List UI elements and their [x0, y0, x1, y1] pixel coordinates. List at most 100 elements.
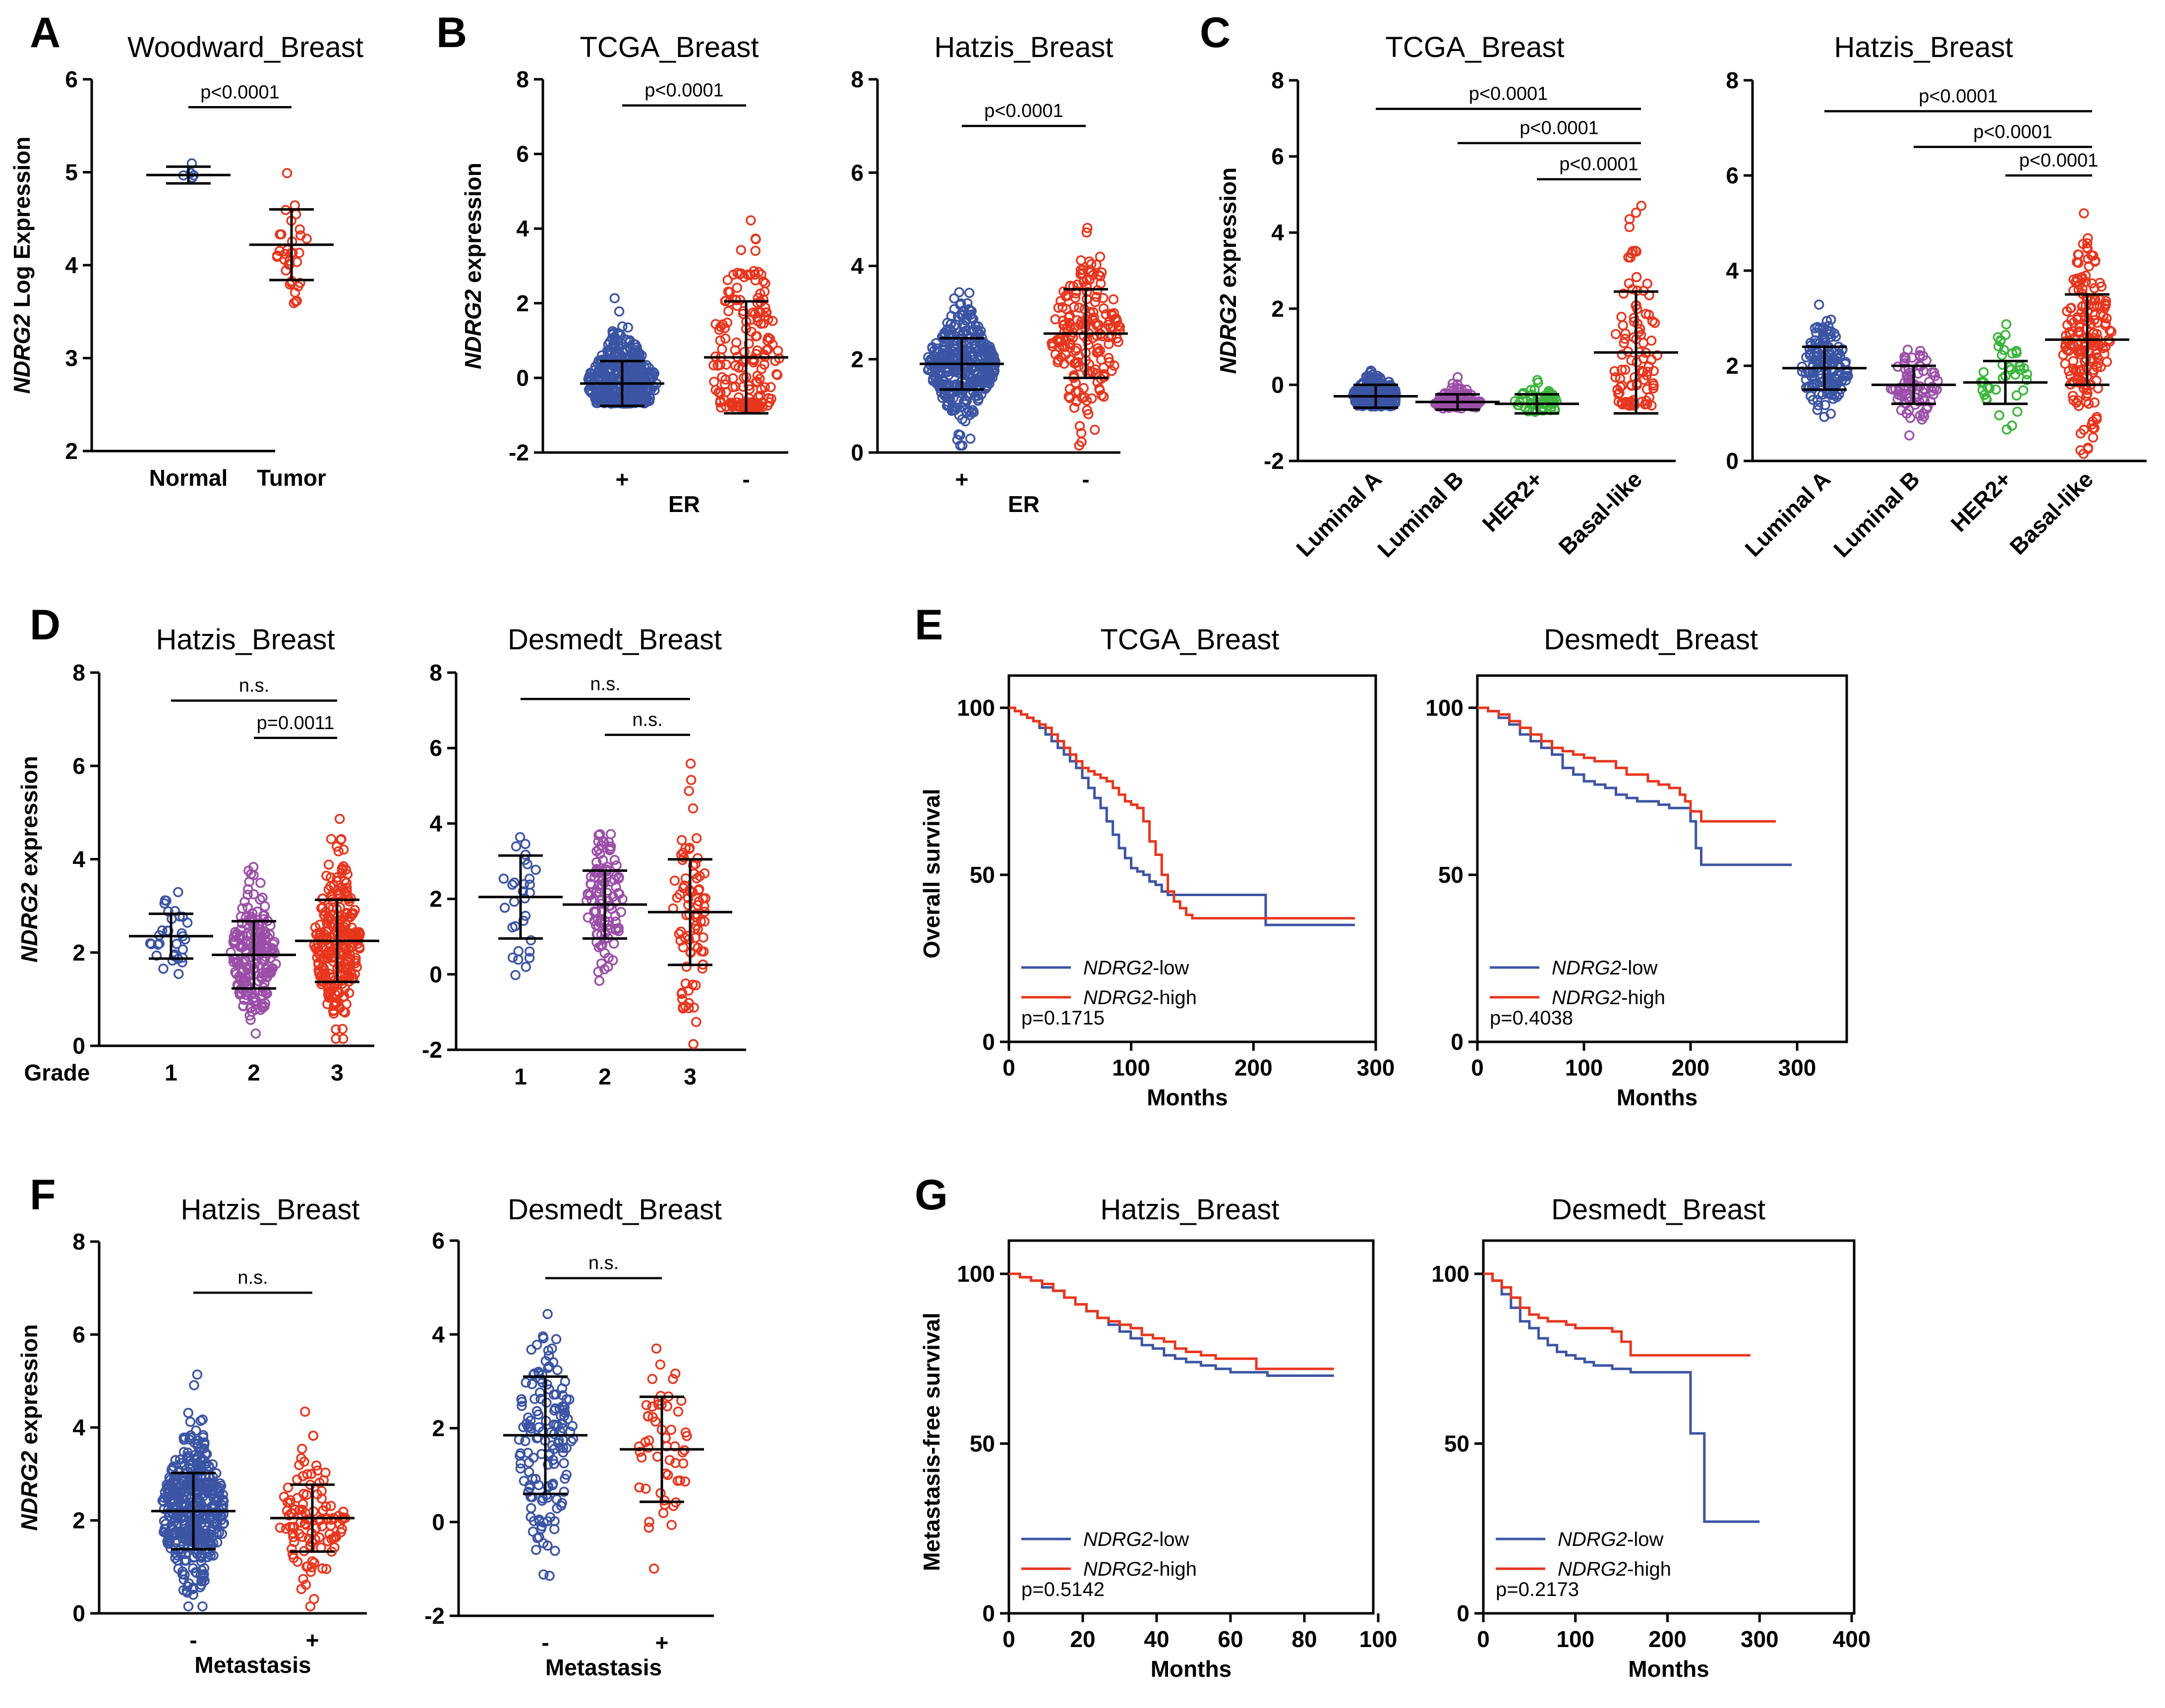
- comparison-label: p<0.0001: [2019, 150, 2099, 171]
- data-point: [750, 245, 761, 256]
- data-point: [1629, 313, 1639, 323]
- data-point: [1372, 371, 1383, 381]
- data-point: [641, 1400, 652, 1411]
- data-point: [323, 859, 334, 870]
- y-tick-label: 0: [1271, 372, 1284, 398]
- legend-label-low: NDRG2-low: [1552, 957, 1657, 979]
- data-point: [1920, 396, 1930, 406]
- data-point: [169, 951, 179, 961]
- data-point: [593, 967, 603, 977]
- data-point: [1096, 267, 1107, 278]
- data-point: [2071, 398, 2082, 408]
- data-point: [684, 1003, 694, 1014]
- data-point: [2090, 310, 2101, 320]
- data-point: [305, 1601, 316, 1612]
- data-point: [739, 346, 750, 357]
- data-point: [196, 1465, 207, 1476]
- data-point: [962, 298, 973, 309]
- panel-G2: Desmedt_Breast 0 100 200 300 400 0 50 100 Months N…: [1431, 1194, 1871, 1682]
- data-point: [337, 1524, 347, 1535]
- data-point: [215, 1478, 226, 1489]
- survival-curve-high: [1483, 1272, 1751, 1357]
- data-point: [745, 270, 756, 280]
- y-axis-label-gene: NDRG2: [1215, 294, 1241, 374]
- data-point: [207, 1459, 218, 1470]
- y-tick-label: 4: [1726, 258, 1739, 284]
- x-axis-label: Metastasis: [194, 1652, 311, 1678]
- data-point: [637, 1452, 647, 1463]
- data-point: [610, 911, 621, 921]
- data-point: [985, 346, 995, 356]
- data-point: [2081, 391, 2092, 401]
- data-point: [691, 1017, 702, 1027]
- legend-gene: NDRG2: [1558, 1529, 1627, 1550]
- data-point: [182, 1453, 192, 1464]
- data-point: [1091, 291, 1102, 302]
- data-point: [1610, 329, 1621, 340]
- data-point: [557, 1383, 568, 1394]
- data-point: [170, 1513, 180, 1524]
- data-point: [187, 1584, 198, 1594]
- data-point: [954, 410, 964, 420]
- data-point: [183, 1408, 193, 1418]
- data-point: [696, 946, 707, 957]
- data-point: [1819, 411, 1829, 422]
- data-point: [1074, 302, 1084, 313]
- data-point: [315, 919, 325, 930]
- data-point: [2010, 369, 2021, 380]
- data-point: [515, 1458, 526, 1469]
- data-point: [1648, 366, 1659, 376]
- legend-gene: NDRG2: [1083, 957, 1153, 979]
- data-point: [611, 860, 622, 871]
- y-tick-label: 0: [982, 1600, 995, 1626]
- data-point: [953, 429, 964, 440]
- data-point: [1113, 337, 1123, 347]
- data-point: [758, 276, 768, 286]
- data-point: [949, 293, 959, 304]
- data-point: [552, 1365, 563, 1375]
- data-point: [197, 1541, 208, 1552]
- data-point: [298, 1574, 308, 1585]
- data-point: [290, 1504, 300, 1515]
- data-point: [1082, 405, 1092, 415]
- data-point: [684, 786, 694, 797]
- y-tick-label: 0: [72, 1600, 85, 1626]
- y-axis-label-rest: Log Expression: [9, 137, 35, 314]
- data-point: [693, 900, 703, 911]
- data-point: [2073, 346, 2084, 357]
- data-point: [519, 1476, 529, 1486]
- comparison-label: n.s.: [590, 674, 620, 694]
- y-tick-label: 5: [65, 160, 78, 185]
- x-tick-label: Tumor: [257, 465, 326, 491]
- legend-gene: NDRG2: [1083, 987, 1153, 1009]
- data-point: [1548, 392, 1559, 402]
- data-point: [195, 1570, 206, 1581]
- data-point: [1812, 378, 1822, 389]
- data-point: [983, 368, 994, 378]
- data-point: [240, 972, 251, 983]
- panel-label: C: [1200, 9, 1230, 57]
- data-point: [160, 1527, 170, 1537]
- data-point: [939, 391, 950, 401]
- data-point: [1636, 201, 1646, 211]
- data-point: [1114, 322, 1125, 332]
- data-point: [1098, 303, 1109, 314]
- data-point: [196, 1576, 207, 1586]
- y-tick-label: 0: [72, 1033, 85, 1059]
- data-point: [323, 989, 334, 1000]
- data-point: [507, 879, 518, 890]
- data-point: [1518, 388, 1528, 399]
- data-point: [567, 1421, 578, 1431]
- data-point: [1113, 320, 1123, 331]
- data-point: [158, 964, 169, 974]
- data-point: [154, 938, 165, 949]
- data-point: [596, 840, 606, 851]
- x-tick-label: Luminal B: [1372, 466, 1468, 562]
- data-point: [673, 1406, 684, 1417]
- data-point: [280, 249, 291, 259]
- data-point: [623, 322, 633, 333]
- data-point: [1649, 318, 1660, 328]
- data-point: [632, 342, 642, 352]
- data-point: [2088, 432, 2099, 443]
- y-axis-label: NDRG2 Log Expression: [9, 137, 35, 394]
